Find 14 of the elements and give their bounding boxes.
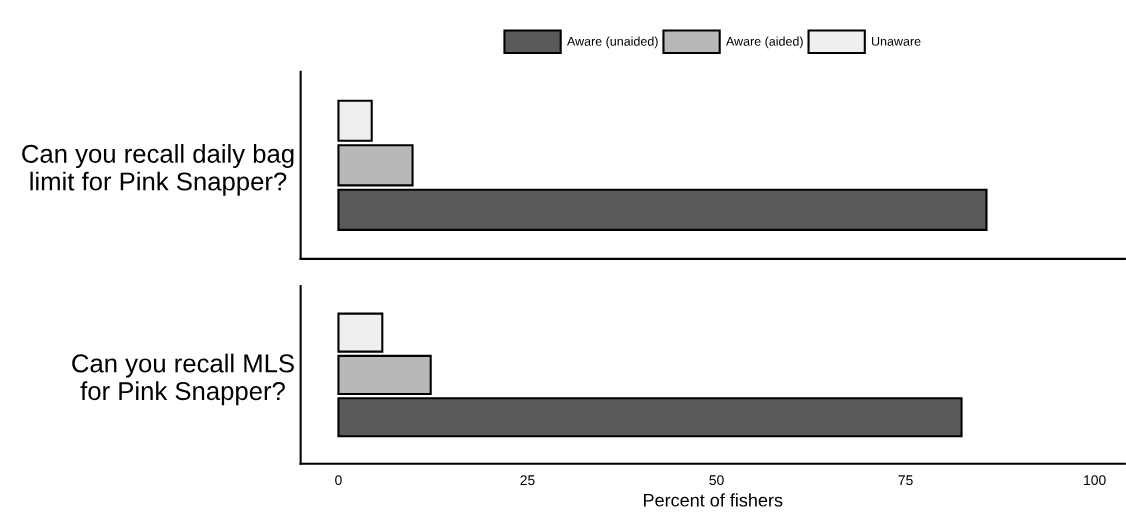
x-tick-label: 0 (335, 475, 342, 486)
bar (337, 312, 384, 353)
bar (337, 354, 432, 395)
legend-label: Aware (unaided) (566, 36, 658, 49)
bar (337, 397, 963, 438)
y-tick-label: Can you recall daily bag limit for Pink Snapper? (22, 144, 294, 196)
legend-label: Unaware (872, 37, 921, 46)
x-axis-title: Percent of fishers (644, 493, 783, 507)
legend-label: Aware (aided) (725, 36, 803, 49)
y-tick-label: Can you recall MLS for Pink Snapper? (72, 353, 294, 406)
x-tick-label: 50 (709, 475, 724, 486)
x-tick-label: 25 (520, 475, 535, 486)
x-tick-label: 100 (1084, 475, 1106, 486)
x-tick-label: 75 (898, 475, 913, 486)
